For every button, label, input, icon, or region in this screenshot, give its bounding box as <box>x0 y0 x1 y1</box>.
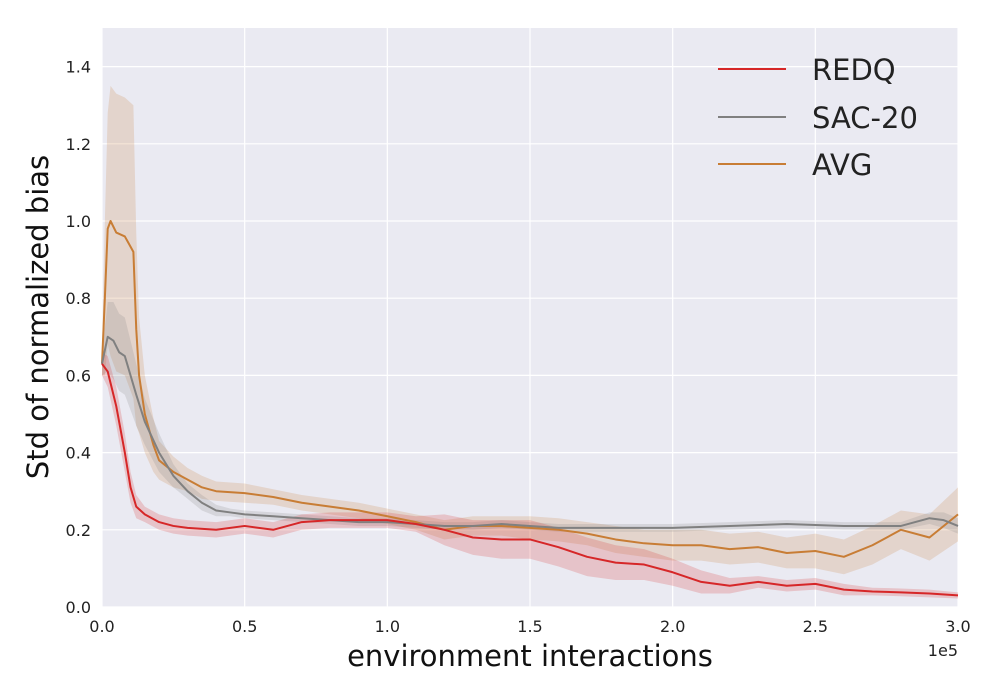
band-redq <box>102 352 958 599</box>
grid <box>101 28 959 608</box>
y-tick-label: 0.2 <box>66 521 91 540</box>
series-lines <box>101 220 959 597</box>
x-tick-label: 3.0 <box>945 617 970 636</box>
x-axis-ticks: 0.0 0.5 1.0 1.5 2.0 2.5 3.0 <box>89 617 970 636</box>
y-tick-label: 0.0 <box>66 598 91 617</box>
y-tick-label: 1.4 <box>66 58 91 77</box>
x-tick-label: 1.5 <box>517 617 542 636</box>
series-line-avg <box>101 220 959 558</box>
y-tick-label: 1.0 <box>66 212 91 231</box>
x-axis-label: environment interactions <box>347 639 713 673</box>
x-tick-label: 2.0 <box>660 617 685 636</box>
legend-label-redq: REDQ <box>812 53 896 87</box>
x-tick-label: 0.0 <box>89 617 114 636</box>
series-line-redq <box>101 363 959 597</box>
legend: REDQ SAC-20 AVG <box>718 53 918 182</box>
confidence-bands <box>102 85 958 599</box>
x-axis-offset-label: 1e5 <box>928 641 958 660</box>
y-tick-label: 0.4 <box>66 444 91 463</box>
legend-label-sac-20: SAC-20 <box>812 101 918 135</box>
y-tick-label: 0.8 <box>66 289 91 308</box>
y-axis-ticks: 0.0 0.2 0.4 0.6 0.8 1.0 1.2 1.4 <box>66 58 91 617</box>
series-line-sac-20 <box>101 335 959 529</box>
x-tick-label: 0.5 <box>232 617 257 636</box>
x-tick-label: 1.0 <box>375 617 400 636</box>
y-tick-label: 0.6 <box>66 366 91 385</box>
legend-label-avg: AVG <box>812 148 872 182</box>
y-tick-label: 1.2 <box>66 135 91 154</box>
y-axis-label: Std of normalized bias <box>21 155 55 479</box>
x-tick-label: 2.5 <box>803 617 828 636</box>
